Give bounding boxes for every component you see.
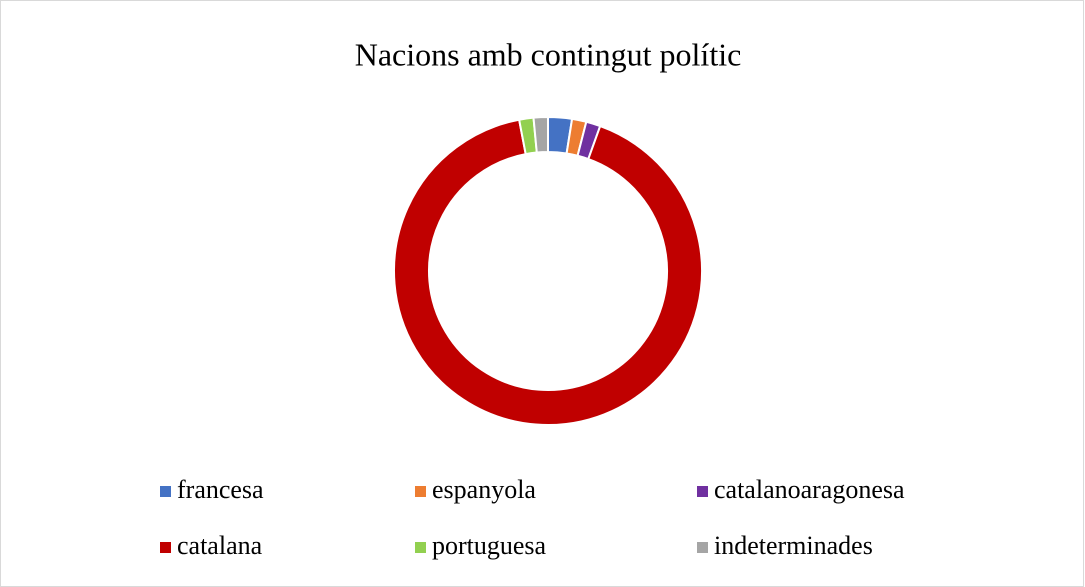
legend-swatch [415,542,426,553]
legend-label: catalanoaragonesa [714,475,905,504]
legend-swatch [160,486,171,497]
legend-label: francesa [177,475,264,504]
legend-label: portuguesa [432,531,547,560]
legend-swatch [697,486,708,497]
legend-swatch [415,486,426,497]
legend-swatch [160,542,171,553]
doughnut-segment [532,115,549,154]
legend-swatch [697,542,708,553]
doughnut-segment [393,118,703,426]
legend-label: catalana [177,531,263,560]
legend-label: espanyola [432,475,536,504]
chart-title: Nacions amb contingut polític [355,36,742,72]
legend-label: indeterminades [714,531,873,560]
